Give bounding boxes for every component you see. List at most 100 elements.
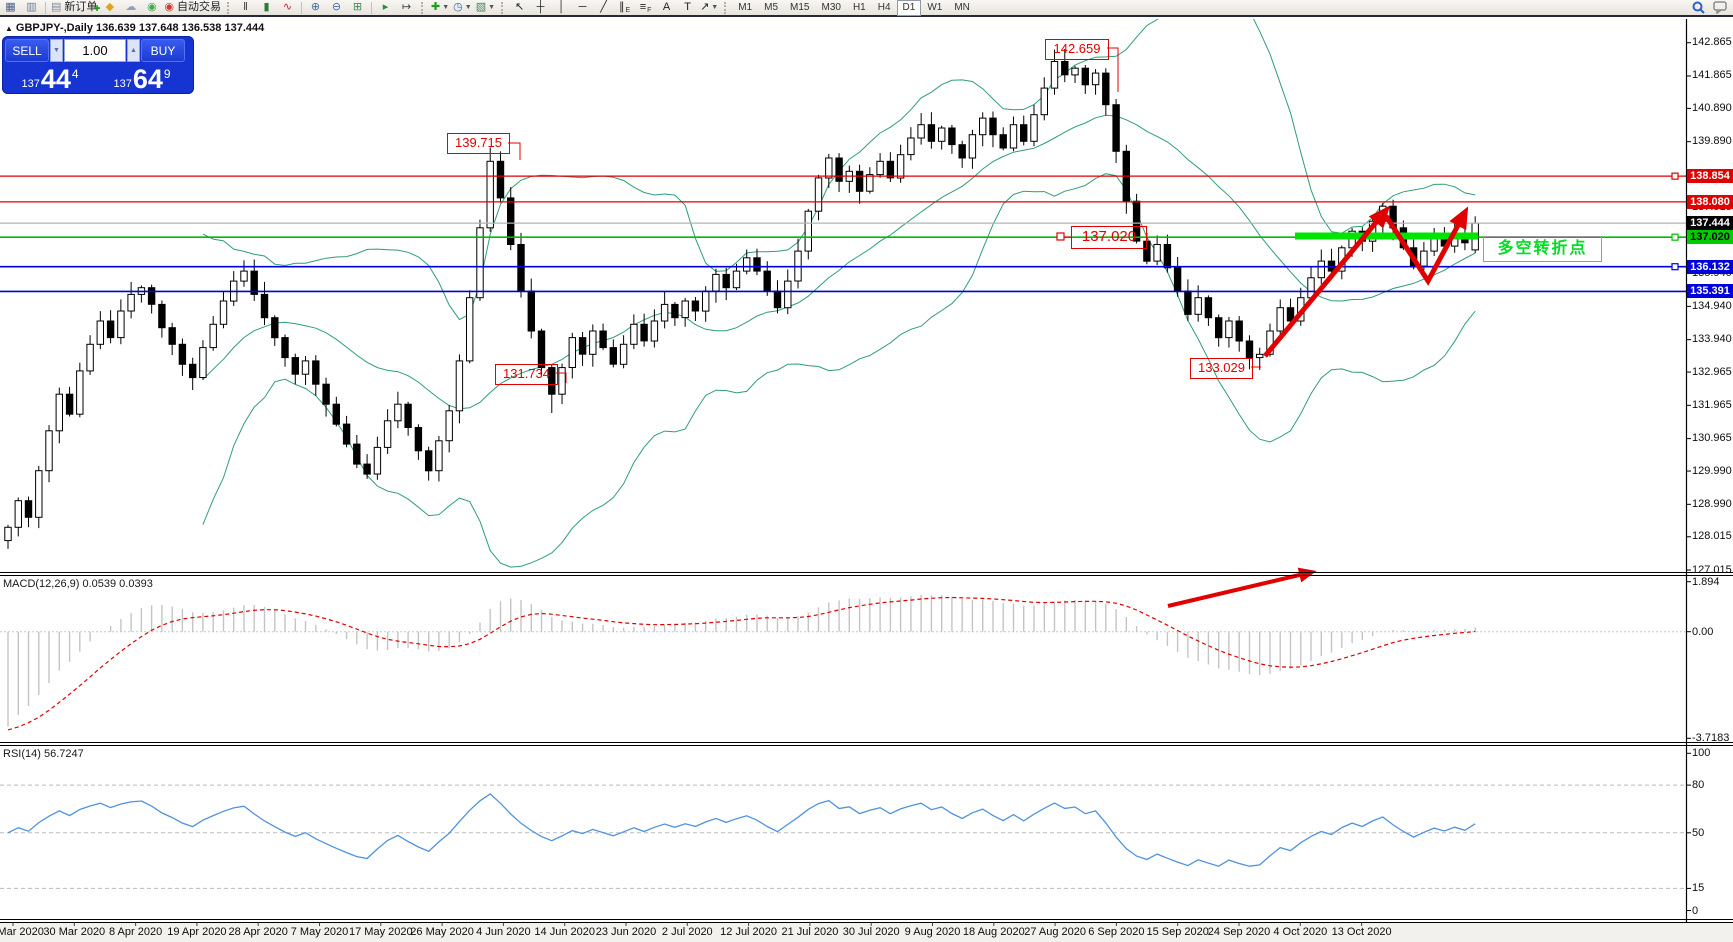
trend-arrow[interactable] xyxy=(1167,567,1317,608)
date-axis-label: 30 Mar 2020 xyxy=(43,926,106,938)
timeframe-h1[interactable]: H1 xyxy=(852,1,866,13)
label-icon[interactable]: T xyxy=(684,1,691,13)
price-annotation-131734[interactable]: 131.734 xyxy=(495,364,558,385)
price-tag-137.020: 137.020 xyxy=(1687,230,1733,245)
rsi-label: RSI(14) 56.7247 xyxy=(3,748,84,760)
signal-icon[interactable]: ◉ xyxy=(147,1,157,13)
date-axis-label: 9 Aug 2020 xyxy=(904,926,961,938)
sell-price-point: 4 xyxy=(71,67,79,81)
rsi-axis-label: 100 xyxy=(1692,747,1711,760)
market-watch-icon[interactable]: ▥ xyxy=(26,1,37,13)
rsi-line xyxy=(7,793,1476,867)
buy-price-pips: 64 xyxy=(132,64,163,94)
trend-arrow[interactable] xyxy=(1383,206,1469,286)
date-axis-label: 20 Mar 2020 xyxy=(0,926,44,938)
cloud-icon[interactable]: ☁ xyxy=(125,1,137,13)
candlestick-icon[interactable]: ▮ xyxy=(263,1,270,13)
buy-price-figure: 137 xyxy=(113,78,132,90)
ohlc-bars-icon[interactable]: ‖ xyxy=(243,1,248,13)
price-annotation-139715[interactable]: 139.715 xyxy=(447,133,510,154)
price-axis-label: 127.015 xyxy=(1692,563,1732,576)
volume-decrease-button[interactable]: ▼ xyxy=(50,39,63,62)
chart-shift-icon[interactable]: ↦ xyxy=(401,1,412,13)
new-order-icon[interactable]: ▤ ✚ 新订单 xyxy=(51,1,101,13)
date-axis-label: 15 Sep 2020 xyxy=(1146,926,1209,938)
toolbar-separator xyxy=(301,1,303,14)
search-icon[interactable] xyxy=(1692,1,1705,14)
tile-windows-icon[interactable]: ⊞ xyxy=(352,1,363,13)
rsi-axis-label: 0 xyxy=(1692,904,1699,917)
rsi-axis-label: 50 xyxy=(1692,826,1705,839)
zoom-out-icon[interactable]: ⊖ xyxy=(331,1,342,13)
trendline-icon[interactable]: ╱ xyxy=(600,1,607,13)
text-icon[interactable]: A xyxy=(662,1,671,13)
autotrading-icon[interactable]: ◉ 自动交易 xyxy=(164,1,222,13)
one-click-trading-panel: SELL ▼ 1.00 ▲ BUY 137 44 4 137 64 9 xyxy=(2,36,194,94)
buy-price[interactable]: 137 64 9 xyxy=(96,63,188,93)
price-tag-135.391: 135.391 xyxy=(1687,284,1733,299)
add-indicator-icon[interactable]: ✚ ▼ xyxy=(431,1,450,13)
sell-button[interactable]: SELL xyxy=(5,39,49,62)
chat-icon[interactable] xyxy=(1713,1,1727,14)
price-tag-138.854: 138.854 xyxy=(1687,169,1733,184)
auto-scroll-icon[interactable]: ▸ xyxy=(382,1,389,13)
macd-axis-label: -3.7183 xyxy=(1692,732,1730,745)
price-axis-label: 142.865 xyxy=(1692,36,1732,49)
date-axis-label: 28 Apr 2020 xyxy=(228,926,288,938)
price-annotation-137020[interactable]: 137.020 xyxy=(1071,226,1147,249)
gold-icon[interactable]: ◆ xyxy=(105,1,115,13)
date-axis-label: 4 Oct 2020 xyxy=(1273,926,1328,938)
date-axis-label: 2 Jul 2020 xyxy=(661,926,713,938)
macd-label: MACD(12,26,9) 0.0539 0.0393 xyxy=(3,578,153,590)
buy-button[interactable]: BUY xyxy=(141,39,185,62)
trend-arrow[interactable] xyxy=(1263,205,1391,358)
bollinger-middle-band xyxy=(202,114,1476,410)
timeframe-m30[interactable]: M30 xyxy=(821,1,841,13)
channel-icon[interactable]: ∥ E xyxy=(618,1,631,14)
volume-input[interactable]: 1.00 xyxy=(64,39,126,62)
date-axis-label: 19 Apr 2020 xyxy=(167,926,227,938)
timeframe-m1[interactable]: M1 xyxy=(738,1,753,13)
periods-icon[interactable]: ◷ ▼ xyxy=(453,1,472,13)
timeframe-m15[interactable]: M15 xyxy=(790,1,810,13)
price-annotation-142659[interactable]: 142.659 xyxy=(1045,39,1109,60)
timeframe-h4[interactable]: H4 xyxy=(877,1,891,13)
date-axis-label: 13 Oct 2020 xyxy=(1331,926,1392,938)
price-annotation-133029[interactable]: 133.029 xyxy=(1190,358,1253,379)
price-tag-137.444: 137.444 xyxy=(1687,216,1733,231)
chart-window-icon[interactable]: ▦ xyxy=(5,1,16,13)
line-chart-icon[interactable]: ∿ xyxy=(282,1,293,13)
date-axis-label: 4 Jun 2020 xyxy=(476,926,531,938)
price-axis-label: 134.940 xyxy=(1692,299,1732,312)
top-toolbar: ▦ ▥ ▤ ✚ 新订单 ◆ ☁ ◉ ◉ 自动交易 ‖ ▮ ∿ ⊕ ⊖ ⊞ ▸ ↦ ✚ ▼ ◷ ▼ ▧ ▼ ↖ ┼ │ ─ ╱ ∥ E ≡ F A T… xyxy=(0,0,1733,17)
volume-increase-button[interactable]: ▲ xyxy=(127,39,140,62)
cursor-icon[interactable]: ↖ xyxy=(514,1,525,13)
timeframe-mn[interactable]: MN xyxy=(954,1,970,13)
date-axis-label: 8 Apr 2020 xyxy=(108,926,163,938)
date-axis-label: 21 Jul 2020 xyxy=(781,926,839,938)
shapes-icon[interactable]: ↗ ▼ xyxy=(700,1,719,13)
price-axis-label: 140.890 xyxy=(1692,101,1732,114)
horizontal-line-icon[interactable]: ─ xyxy=(578,1,587,13)
sell-price-figure: 137 xyxy=(21,78,40,90)
toolbar-separator xyxy=(45,1,46,14)
timeframe-d1[interactable]: D1 xyxy=(896,0,922,16)
zoom-in-icon[interactable]: ⊕ xyxy=(310,1,321,13)
vertical-line-icon[interactable]: │ xyxy=(558,1,565,13)
sell-price[interactable]: 137 44 4 xyxy=(4,63,96,93)
crosshair-icon[interactable]: ┼ xyxy=(536,1,545,13)
timeframe-w1[interactable]: W1 xyxy=(927,1,943,13)
macd-signal-line xyxy=(7,596,1476,731)
bollinger-lower-band xyxy=(202,173,1476,568)
price-axis-label: 139.890 xyxy=(1692,135,1732,148)
templates-icon[interactable]: ▧ ▼ xyxy=(475,1,496,13)
date-axis-label: 27 Aug 2020 xyxy=(1024,926,1086,938)
toolbar-separator xyxy=(501,1,505,14)
turning-point-note[interactable]: 多空转折点 xyxy=(1483,236,1602,262)
macd-axis-label: 0.00 xyxy=(1692,625,1714,638)
toolbar-separator xyxy=(421,1,425,14)
toolbar-separator xyxy=(371,1,373,14)
timeframe-m5[interactable]: M5 xyxy=(764,1,779,13)
fibonacci-icon[interactable]: ≡ F xyxy=(639,1,652,14)
